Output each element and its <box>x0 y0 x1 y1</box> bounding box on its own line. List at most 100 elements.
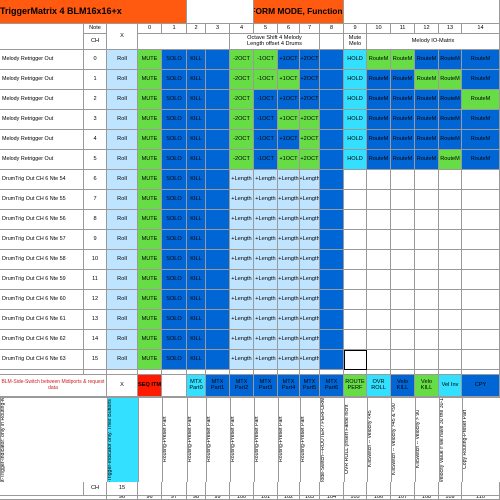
matrix-cell-2oct[interactable]: +2OCT <box>300 70 320 90</box>
matrix-cell-empty[interactable] <box>320 330 344 350</box>
matrix-cell-length[interactable]: +Length <box>230 270 254 290</box>
side-button-ovr-roll[interactable]: OVR ROLL <box>367 375 391 397</box>
matrix-cell-empty[interactable] <box>344 190 367 210</box>
matrix-cell-routem[interactable]: RouteM <box>415 130 439 150</box>
matrix-cell-empty[interactable] <box>320 110 344 130</box>
matrix-cell-empty[interactable] <box>391 310 415 330</box>
matrix-cell-kill[interactable]: KILL <box>187 130 206 150</box>
matrix-cell-1oct[interactable]: -1OCT <box>254 50 278 70</box>
matrix-cell-solo[interactable]: SOLO <box>162 170 187 190</box>
matrix-cell-mute[interactable]: MUTE <box>138 210 162 230</box>
matrix-cell-routem[interactable]: RouteM <box>415 90 439 110</box>
roll-button[interactable]: Roll <box>107 210 138 230</box>
matrix-cell-empty[interactable] <box>415 190 439 210</box>
matrix-cell-1oct[interactable]: +1OCT <box>278 150 300 170</box>
matrix-cell-empty[interactable] <box>344 330 367 350</box>
matrix-cell-length[interactable]: +Length <box>254 170 278 190</box>
matrix-cell-empty[interactable] <box>344 310 367 330</box>
matrix-cell-routem[interactable]: RouteM <box>415 50 439 70</box>
matrix-cell-length[interactable]: +Length <box>278 190 300 210</box>
matrix-cell-length[interactable]: +Length <box>254 310 278 330</box>
matrix-cell-routem[interactable]: RouteM <box>367 110 391 130</box>
matrix-cell-empty[interactable] <box>439 190 462 210</box>
matrix-cell-routem[interactable]: RouteM <box>462 70 500 90</box>
matrix-cell-empty[interactable] <box>344 290 367 310</box>
matrix-cell-empty[interactable] <box>367 330 391 350</box>
matrix-cell-length[interactable]: +Length <box>300 350 320 370</box>
matrix-cell-empty[interactable] <box>367 310 391 330</box>
roll-button[interactable]: Roll <box>107 50 138 70</box>
matrix-cell-empty[interactable] <box>320 50 344 70</box>
matrix-cell-length[interactable]: +Length <box>230 310 254 330</box>
matrix-cell-length[interactable]: +Length <box>278 350 300 370</box>
matrix-cell-2oct[interactable]: -2OCT <box>230 70 254 90</box>
matrix-cell-1oct[interactable]: -1OCT <box>254 70 278 90</box>
matrix-cell-routem[interactable]: RouteM <box>462 110 500 130</box>
matrix-cell-mute[interactable]: MUTE <box>138 90 162 110</box>
matrix-cell-empty[interactable] <box>206 190 230 210</box>
matrix-cell-empty[interactable] <box>206 350 230 370</box>
matrix-cell-empty[interactable] <box>391 330 415 350</box>
matrix-cell-routem[interactable]: RouteM <box>439 130 462 150</box>
matrix-cell-empty[interactable] <box>439 210 462 230</box>
matrix-cell-empty[interactable] <box>367 270 391 290</box>
roll-button[interactable]: Roll <box>107 330 138 350</box>
side-button-mtx-part1[interactable]: MTX Part1 <box>206 375 230 397</box>
matrix-cell-empty[interactable] <box>344 170 367 190</box>
matrix-cell-empty[interactable] <box>320 190 344 210</box>
side-button-mtx-part5[interactable]: MTX Part5 <box>300 375 320 397</box>
matrix-cell-hold[interactable]: HOLD <box>344 130 367 150</box>
matrix-cell-length[interactable]: +Length <box>278 210 300 230</box>
matrix-cell-empty[interactable] <box>367 230 391 250</box>
matrix-cell-empty[interactable] <box>320 310 344 330</box>
matrix-cell-empty[interactable] <box>391 290 415 310</box>
matrix-cell-empty[interactable] <box>367 250 391 270</box>
matrix-cell-1oct[interactable]: +1OCT <box>278 90 300 110</box>
matrix-cell-length[interactable]: +Length <box>254 230 278 250</box>
side-button-route-perf[interactable]: ROUTE PERF <box>344 375 367 397</box>
matrix-cell-routem[interactable]: RouteM <box>367 130 391 150</box>
matrix-cell-mute[interactable]: MUTE <box>138 170 162 190</box>
matrix-cell-length[interactable]: +Length <box>230 230 254 250</box>
side-button-mtx-part4[interactable]: MTX Part4 <box>278 375 300 397</box>
roll-button[interactable]: Roll <box>107 110 138 130</box>
matrix-cell-length[interactable]: +Length <box>300 210 320 230</box>
matrix-cell-hold[interactable]: HOLD <box>344 50 367 70</box>
matrix-cell-empty[interactable] <box>439 250 462 270</box>
matrix-cell-routem[interactable]: RouteM <box>439 70 462 90</box>
matrix-cell-routem[interactable]: RouteM <box>391 70 415 90</box>
matrix-cell-mute[interactable]: MUTE <box>138 350 162 370</box>
matrix-cell-2oct[interactable]: +2OCT <box>300 50 320 70</box>
matrix-cell-mute[interactable]: MUTE <box>138 310 162 330</box>
roll-button[interactable]: Roll <box>107 130 138 150</box>
matrix-cell-empty[interactable] <box>206 110 230 130</box>
side-button-velo-kill[interactable]: Velo KILL <box>415 375 439 397</box>
roll-button[interactable]: Roll <box>107 290 138 310</box>
matrix-cell-mute[interactable]: MUTE <box>138 70 162 90</box>
roll-button[interactable]: Roll <box>107 90 138 110</box>
matrix-cell-empty[interactable] <box>367 350 391 370</box>
matrix-cell-mute[interactable]: MUTE <box>138 290 162 310</box>
matrix-cell-mute[interactable]: MUTE <box>138 230 162 250</box>
matrix-cell-solo[interactable]: SOLO <box>162 70 187 90</box>
matrix-cell-empty[interactable] <box>367 190 391 210</box>
matrix-cell-kill[interactable]: KILL <box>187 150 206 170</box>
matrix-cell-empty[interactable] <box>367 210 391 230</box>
matrix-cell-empty[interactable] <box>462 310 500 330</box>
matrix-cell-routem[interactable]: RouteM <box>462 50 500 70</box>
matrix-cell-solo[interactable]: SOLO <box>162 350 187 370</box>
roll-button[interactable]: Roll <box>107 190 138 210</box>
matrix-cell-routem[interactable]: RouteM <box>367 150 391 170</box>
matrix-cell-solo[interactable]: SOLO <box>162 270 187 290</box>
matrix-cell-length[interactable]: +Length <box>230 330 254 350</box>
matrix-cell-length[interactable]: +Length <box>278 230 300 250</box>
matrix-cell-empty[interactable] <box>320 130 344 150</box>
matrix-cell-routem[interactable]: RouteM <box>391 90 415 110</box>
matrix-cell-empty[interactable] <box>439 170 462 190</box>
matrix-cell-kill[interactable]: KILL <box>187 70 206 90</box>
matrix-cell-empty[interactable] <box>391 270 415 290</box>
matrix-cell-empty[interactable] <box>391 170 415 190</box>
matrix-cell-1oct[interactable]: -1OCT <box>254 150 278 170</box>
matrix-cell-kill[interactable]: KILL <box>187 50 206 70</box>
matrix-cell-kill[interactable]: KILL <box>187 350 206 370</box>
